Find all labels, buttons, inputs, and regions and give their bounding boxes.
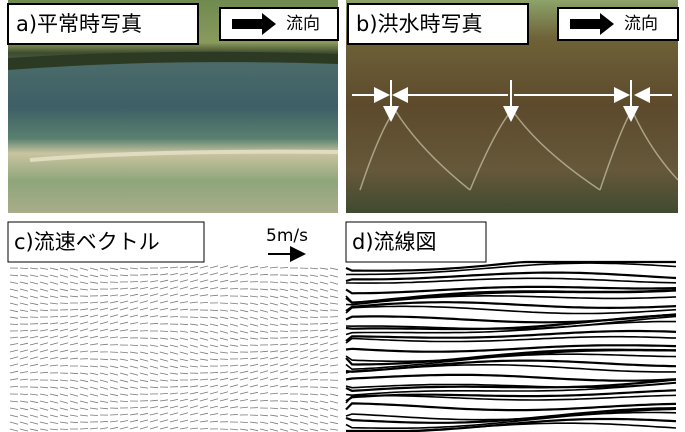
panel-label: a)平常時写真 [16, 12, 142, 36]
velocity-vectors [10, 371, 338, 375]
velocity-vectors [10, 329, 338, 333]
velocity-vectors [10, 336, 338, 340]
velocity-vectors [10, 294, 338, 298]
flow-label: 流向 [624, 14, 658, 34]
velocity-vectors [10, 385, 338, 389]
velocity-vectors [10, 378, 338, 382]
panel-a: a)平常時写真 流向 [8, 0, 338, 213]
velocity-vectors [10, 315, 338, 319]
velocity-vectors [10, 399, 338, 403]
velocity-vectors [10, 266, 338, 270]
scale-label: 5m/s [266, 226, 308, 246]
velocity-vectors [10, 350, 338, 354]
panel-c: c)流速ベクトル 5m/s [8, 222, 338, 431]
velocity-vectors [10, 343, 338, 347]
velocity-vectors [10, 287, 338, 291]
velocity-vectors [10, 301, 338, 305]
velocity-vectors [10, 273, 338, 277]
velocity-vectors [10, 420, 338, 424]
panel-label: c)流速ベクトル [14, 230, 160, 254]
streamline [346, 375, 676, 381]
figure: a)平常時写真 流向 b)洪水時写真 流向 c)流速ベクトル 5m/s d [0, 0, 685, 432]
velocity-vectors [10, 427, 338, 431]
velocity-vectors [10, 364, 338, 368]
velocity-vectors [10, 322, 338, 326]
velocity-vectors [10, 280, 338, 284]
velocity-vectors [10, 406, 338, 410]
velocity-vectors [10, 413, 338, 417]
panel-label: d)流線図 [352, 230, 437, 254]
panel-label: b)洪水時写真 [356, 12, 483, 36]
velocity-vectors [10, 392, 338, 396]
flow-label: 流向 [286, 14, 320, 34]
velocity-vectors [10, 308, 338, 312]
panel-d: d)流線図 [346, 222, 676, 432]
panel-b: b)洪水時写真 流向 [346, 0, 678, 213]
velocity-vectors [10, 357, 338, 361]
